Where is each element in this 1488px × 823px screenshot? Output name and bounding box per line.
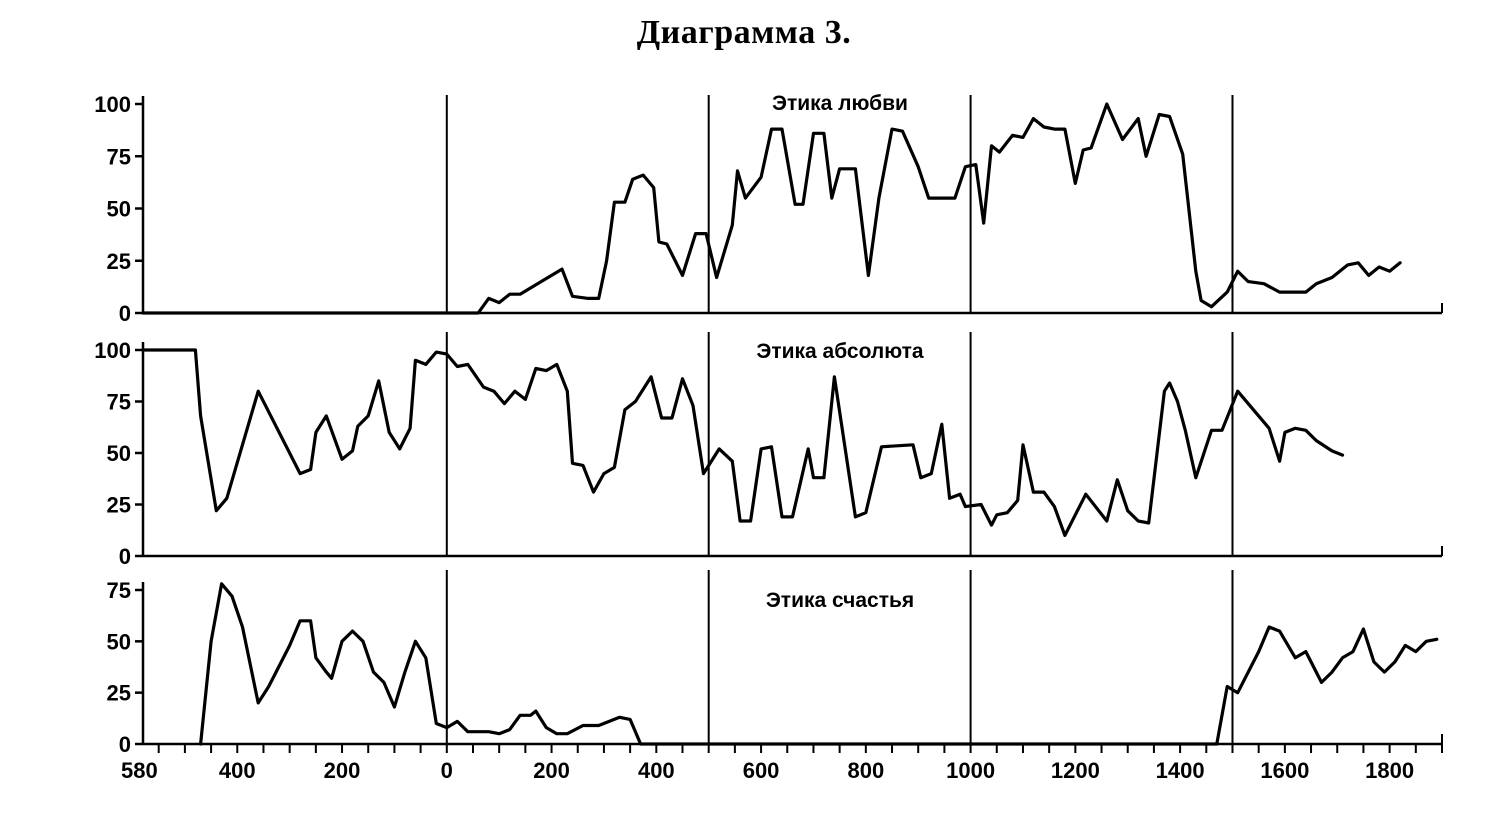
- x-tick-label: 580: [121, 758, 158, 783]
- panel-2-label: Этика абсолюта: [756, 340, 924, 363]
- panel-1-label: Этика любви: [772, 92, 908, 115]
- x-tick-label: 200: [324, 758, 361, 783]
- x-tick-label: 200: [533, 758, 570, 783]
- chart-title: Диаграмма 3.: [636, 14, 852, 51]
- panel-3-y-tick-label: 0: [119, 732, 131, 757]
- panel-3-series-line: [199, 582, 1439, 746]
- panel-1-y-tick-label: 0: [119, 301, 131, 326]
- panel-2-y-tick-label: 0: [119, 544, 131, 569]
- panel-2-series-line: [141, 348, 1345, 538]
- panel-1-y-tick-label: 50: [107, 197, 131, 222]
- x-tick-label: 600: [743, 758, 780, 783]
- x-tick-label: 1000: [946, 758, 995, 783]
- x-tick-label: 1800: [1365, 758, 1414, 783]
- panel-3-label: Этика счастья: [766, 589, 914, 612]
- x-tick-label: 1600: [1260, 758, 1309, 783]
- panel-1-y-tick-label: 75: [107, 144, 131, 169]
- panel-3-y-tick-label: 75: [107, 578, 131, 603]
- panel-1-y-tick-label: 25: [107, 249, 131, 274]
- x-tick-label: 400: [219, 758, 256, 783]
- x-tick-label: 1200: [1051, 758, 1100, 783]
- panel-3-y-tick-label: 25: [107, 681, 131, 706]
- panel-3-y-tick-label: 50: [107, 629, 131, 654]
- panel-2-y-tick-label: 50: [107, 441, 131, 466]
- x-tick-label: 0: [441, 758, 453, 783]
- x-tick-label: 400: [638, 758, 675, 783]
- x-tick-label: 800: [847, 758, 884, 783]
- panel-2-y-tick-label: 75: [107, 390, 131, 415]
- x-tick-label: 1400: [1156, 758, 1205, 783]
- panel-2-y-tick-label: 100: [94, 338, 131, 363]
- panel-1-series-line: [141, 102, 1402, 315]
- panel-1-y-tick-label: 100: [94, 92, 131, 117]
- panel-2-y-tick-label: 25: [107, 493, 131, 518]
